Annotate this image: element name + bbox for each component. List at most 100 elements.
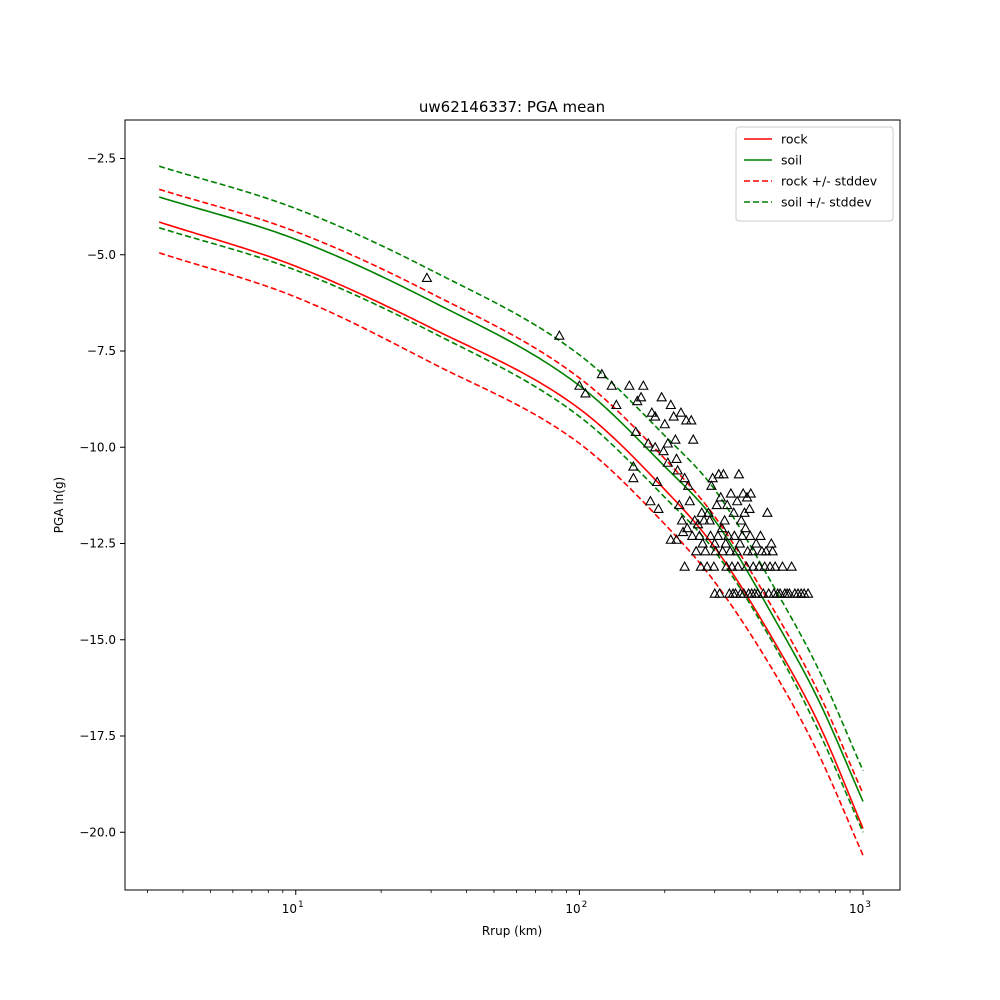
observation-point — [681, 522, 693, 533]
observation-point — [686, 530, 698, 540]
observation-point — [733, 468, 745, 479]
observation-point — [694, 530, 705, 540]
observation-point — [687, 433, 699, 444]
observation-point — [697, 537, 709, 548]
observation-point — [769, 560, 781, 571]
y-tick-label: −12.5 — [79, 537, 116, 551]
observation-point — [726, 560, 738, 571]
observations-layer — [421, 272, 814, 598]
y-axis: −2.5 −5.0 −7.5 −10.0 −12.5 −15.0 −17.5 −20.0 — [79, 152, 125, 839]
observation-point — [649, 441, 661, 452]
observation-point — [761, 507, 773, 517]
plot-frame — [124, 119, 901, 891]
observation-point — [760, 545, 772, 556]
observation-point — [711, 499, 723, 510]
observation-point — [728, 530, 740, 540]
observation-point — [653, 503, 664, 514]
observation-point — [753, 560, 765, 571]
observation-point — [685, 414, 697, 425]
observation-point — [702, 507, 714, 517]
observation-point — [662, 457, 674, 467]
observation-point — [735, 514, 747, 525]
observation-point — [701, 560, 713, 571]
observation-point — [744, 503, 755, 514]
observation-point — [627, 472, 639, 483]
observation-point — [679, 560, 691, 571]
observation-point — [553, 329, 565, 340]
observation-point — [752, 587, 764, 598]
observation-point — [671, 534, 682, 544]
legend-entry: rock — [781, 132, 808, 147]
series-line-5 — [158, 227, 864, 833]
observation-point — [642, 437, 654, 448]
observation-point — [720, 537, 732, 548]
observation-point — [765, 537, 777, 548]
observation-point — [717, 545, 729, 556]
observation-point — [747, 545, 759, 556]
chart-title: uw62146337: PGA mean — [419, 98, 605, 116]
observation-point — [721, 499, 733, 510]
observation-point — [610, 399, 622, 410]
observation-point — [649, 410, 661, 421]
observation-point — [695, 560, 707, 571]
observation-point — [669, 433, 681, 444]
observation-point — [684, 495, 696, 506]
observation-point — [715, 491, 727, 502]
observation-point — [665, 399, 677, 410]
legend-entry: soil — [781, 153, 802, 168]
observation-point — [777, 560, 788, 571]
observation-point — [656, 391, 668, 402]
observation-point — [708, 560, 720, 571]
observation-point — [737, 487, 749, 498]
observation-point — [623, 380, 635, 390]
observation-point — [755, 530, 766, 540]
observation-point — [710, 545, 721, 556]
observation-point — [802, 587, 814, 598]
observation-point — [646, 406, 658, 417]
observation-point — [679, 472, 691, 483]
observation-point — [721, 560, 732, 571]
observation-point — [734, 537, 746, 548]
observation-point — [767, 545, 779, 556]
observation-point — [579, 387, 591, 398]
observation-point — [690, 545, 702, 556]
observation-point — [675, 406, 687, 417]
observation-point — [740, 522, 751, 533]
series-line-0 — [158, 221, 864, 829]
observation-point — [689, 514, 701, 525]
x-axis-label: Rrup (km) — [482, 924, 542, 938]
observation-point — [635, 391, 647, 402]
observation-point — [745, 487, 757, 498]
observation-point — [672, 464, 684, 475]
y-axis-label: PGA ln(g) — [52, 477, 66, 533]
observation-point — [744, 530, 756, 540]
observation-point — [731, 545, 742, 556]
series-line-4 — [158, 165, 864, 771]
observation-point — [637, 380, 649, 390]
y-tick-label: −5.0 — [87, 248, 116, 262]
observation-point — [596, 368, 608, 379]
observation-point — [698, 514, 710, 525]
y-tick-label: −20.0 — [79, 825, 116, 839]
observation-point — [696, 507, 708, 517]
legend-entry: rock +/- stddev — [781, 174, 878, 189]
observation-point — [671, 453, 682, 463]
y-tick-label: −7.5 — [87, 344, 116, 358]
observation-point — [724, 545, 736, 556]
observation-point — [759, 560, 771, 571]
observation-point — [747, 560, 759, 571]
observation-point — [725, 487, 737, 498]
observation-point — [699, 545, 711, 556]
observation-point — [722, 530, 734, 540]
observation-point — [786, 560, 798, 571]
observation-point — [606, 380, 618, 390]
observation-point — [728, 507, 740, 517]
observation-point — [732, 560, 744, 571]
observation-point — [665, 534, 677, 544]
observation-point — [740, 560, 752, 571]
observation-point — [682, 480, 694, 490]
observation-point — [712, 530, 724, 540]
y-tick-label: −10.0 — [79, 440, 116, 454]
observation-point — [573, 380, 585, 390]
y-tick-label: −17.5 — [79, 729, 116, 743]
